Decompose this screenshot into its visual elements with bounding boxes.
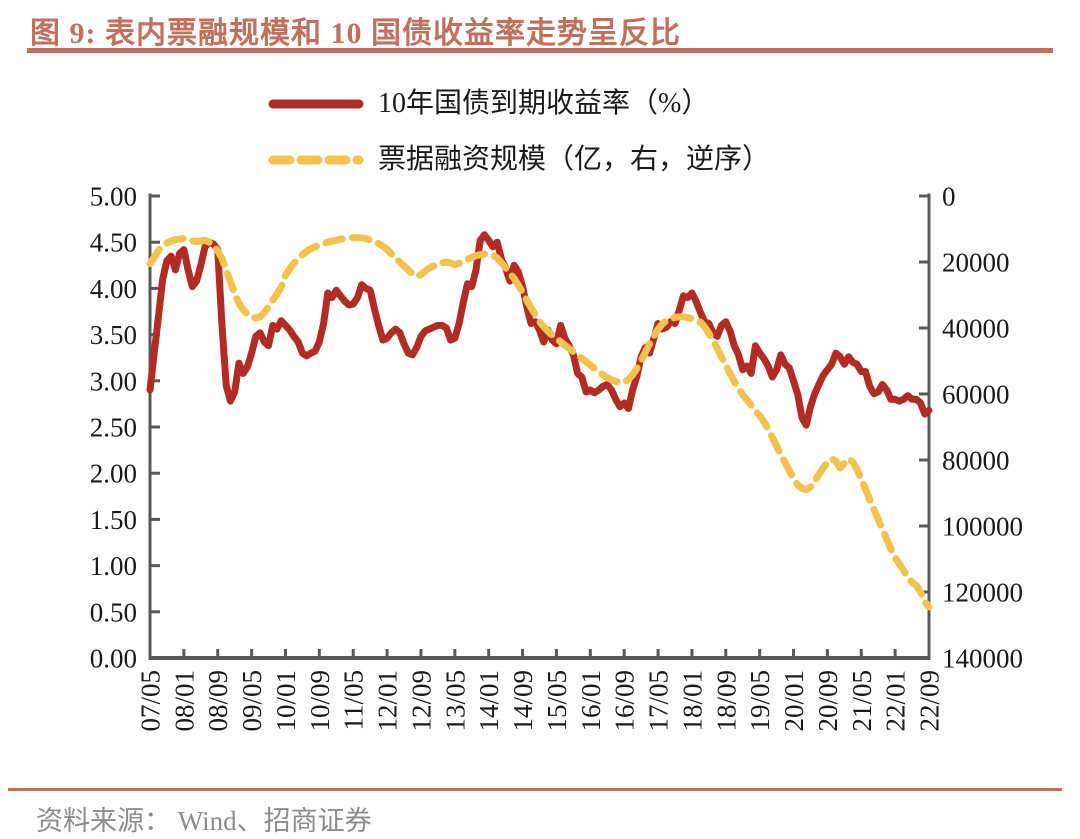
x-tick-label: 07/05 [136,670,166,732]
series-line-yield [146,231,933,429]
legend-line-swatch-dashed [268,152,364,165]
legend-swatch-line [268,99,364,109]
legend-swatch-line [268,155,364,165]
left-tick-label: 4.50 [90,228,137,258]
legend-item-yield: 10年国债到期收益率（%） [268,85,709,119]
x-tick-label: 16/09 [610,670,640,732]
right-tick-label: 120000 [942,578,1023,608]
figure-title: 图 9: 表内票融规模和 10 国债收益率走势呈反比 [30,17,681,50]
x-tick-label: 21/05 [847,670,877,732]
left-tick-label: 3.50 [90,320,137,350]
legend-item-bills: 票据融资规模（亿，右，逆序） [268,141,770,175]
series-line-bill-financing [146,234,933,611]
x-tick-label: 18/01 [677,670,707,732]
left-tick-label: 5.00 [90,182,137,212]
left-tick-label: 0.50 [90,597,137,627]
left-tick-label: 4.00 [90,274,137,304]
right-tick-label: 20000 [942,248,1010,278]
x-tick-label: 22/09 [915,670,945,732]
x-tick-label: 18/09 [711,670,741,732]
x-tick-label: 22/01 [881,670,911,732]
right-tick-label: 0 [942,182,956,212]
right-tick-label: 140000 [942,644,1023,674]
left-tick-label: 0.00 [90,644,137,674]
x-tick-label: 15/05 [542,670,572,732]
right-tick-label: 80000 [942,446,1010,476]
x-tick-label: 20/09 [813,670,843,732]
right-tick-label: 100000 [942,512,1023,542]
right-tick-label: 40000 [942,314,1010,344]
x-tick-label: 16/01 [576,670,606,732]
x-tick-label: 12/09 [406,670,436,732]
x-tick-label: 10/09 [305,670,335,732]
legend-line-swatch-solid [268,96,364,109]
x-tick-label: 12/01 [373,670,403,732]
x-tick-label: 10/01 [271,670,301,732]
legend-label: 10年国债到期收益率（%） [378,88,710,119]
source-divider [8,788,1062,791]
legend-label: 票据融资规模（亿，右，逆序） [378,144,771,175]
x-tick-label: 14/09 [508,670,538,732]
x-tick-label: 13/05 [440,670,470,732]
left-tick-label: 2.00 [90,459,137,489]
left-tick-label: 1.00 [90,551,137,581]
x-tick-label: 08/09 [203,670,233,732]
x-tick-label: 19/05 [745,670,775,732]
right-tick-label: 60000 [942,380,1010,410]
x-tick-label: 09/05 [237,670,267,732]
title-underline [27,48,1053,53]
x-tick-label: 08/01 [169,670,199,732]
left-tick-label: 1.50 [90,505,137,535]
x-tick-label: 20/01 [779,670,809,732]
left-tick-label: 3.00 [90,366,137,396]
x-tick-label: 14/01 [474,670,504,732]
source-label: 资料来源： Wind、招商证券 [36,806,372,836]
left-tick-label: 2.50 [90,413,137,443]
x-tick-label: 17/05 [644,670,674,732]
x-tick-label: 11/05 [339,670,369,731]
